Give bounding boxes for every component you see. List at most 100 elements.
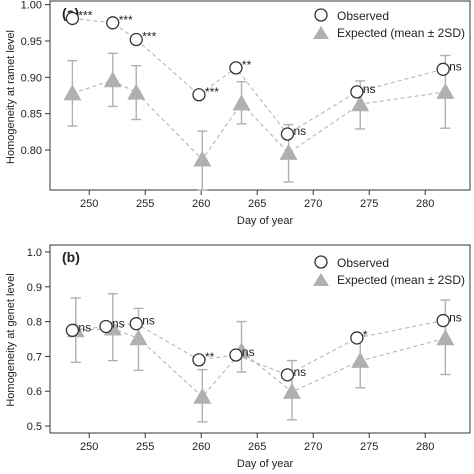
significance-label: ns	[78, 320, 91, 334]
observed-series-line	[72, 320, 444, 376]
y-tick-label: 0.95	[21, 36, 42, 48]
expected-series-line	[72, 79, 446, 161]
observed-point	[229, 61, 243, 75]
x-tick-label: 270	[304, 198, 322, 210]
panel-b-xlabel: Day of year	[237, 458, 294, 470]
panel-b-errorbars	[70, 293, 451, 423]
legend-expected-label: Expected (mean ± 2SD)	[337, 26, 465, 40]
plot-frame	[49, 244, 471, 434]
legend-observed-marker	[314, 255, 328, 269]
expected-point	[282, 382, 301, 399]
x-tick-label: 255	[136, 198, 154, 210]
observed-point	[65, 11, 80, 26]
y-tick-label: 0.6	[27, 386, 42, 398]
significance-label: ns	[293, 365, 306, 379]
x-tick-label: 255	[136, 441, 154, 453]
significance-label: ns	[112, 316, 125, 330]
y-tick-label: 0.90	[21, 72, 42, 84]
expected-point	[351, 351, 370, 368]
panel-b-ylabel: Homogeneity at genet level	[5, 273, 17, 406]
panel-a-expected-markers	[63, 71, 455, 167]
significance-label: ns	[449, 59, 462, 73]
significance-label: ns	[449, 311, 462, 325]
observed-point	[192, 88, 206, 102]
panel-a-errorbars	[67, 52, 451, 191]
y-tick-label: 1.0	[27, 247, 42, 259]
expected-point	[351, 95, 370, 112]
panel-a-axes: 0.80 0.85 0.90 0.95 1.00 250 255 260 265 270 275 28…	[21, 0, 471, 210]
expected-point	[436, 82, 455, 99]
x-tick-label: 265	[248, 198, 266, 210]
observed-point	[106, 16, 120, 30]
panel-a-xlabel: Day of year	[237, 215, 294, 227]
panel-b: (b) Homogeneity at genet level Day of ye…	[5, 244, 471, 470]
observed-point	[436, 313, 450, 328]
plot-frame	[49, 0, 471, 191]
expected-series-line	[75, 328, 446, 398]
legend-expected-marker	[313, 26, 329, 39]
legend-observed-label: Observed	[337, 256, 389, 270]
legend-observed-label: Observed	[337, 9, 389, 23]
panel-b-lines	[72, 320, 446, 398]
panel-b-observed-markers	[65, 313, 450, 382]
observed-point	[129, 317, 143, 331]
panel-b-sig-labels: ns ns ns ** ns ns * ns	[78, 311, 461, 379]
observed-point	[229, 348, 243, 362]
x-tick-label: 260	[192, 441, 210, 453]
observed-point	[280, 127, 295, 141]
panel-a: (a) Homogeneity at ramet level Day of ye…	[5, 0, 471, 227]
x-tick-label: 270	[304, 441, 322, 453]
observed-point	[192, 353, 206, 367]
x-tick-label: 265	[248, 441, 266, 453]
observed-point	[436, 62, 450, 76]
x-tick-label: 275	[360, 441, 378, 453]
significance-label: ***	[142, 30, 156, 44]
observed-point	[350, 85, 364, 99]
x-tick-label: 280	[416, 198, 434, 210]
significance-label: ns	[142, 314, 155, 328]
significance-label: *	[363, 328, 368, 342]
panel-a-legend: Observed Expected (mean ± 2SD)	[313, 8, 465, 40]
y-tick-label: 0.5	[27, 421, 42, 433]
legend-observed-marker	[314, 8, 328, 22]
y-tick-label: 1.00	[21, 0, 42, 12]
y-tick-label: 0.9	[27, 282, 42, 294]
x-tick-label: 275	[360, 198, 378, 210]
significance-label: **	[242, 58, 252, 72]
expected-point	[127, 83, 146, 100]
x-tick-label: 250	[80, 441, 98, 453]
significance-label: ns	[363, 82, 376, 96]
x-tick-label: 250	[80, 198, 98, 210]
significance-label: ***	[205, 85, 219, 99]
significance-label: ns	[293, 124, 306, 138]
panel-b-expected-markers	[66, 319, 455, 404]
expected-point	[63, 84, 82, 101]
expected-point	[193, 387, 212, 404]
expected-point	[193, 150, 212, 167]
panel-a-observed-markers	[65, 11, 450, 141]
expected-point	[279, 143, 298, 160]
panel-a-ylabel: Homogeneity at ramet level	[5, 30, 17, 164]
observed-point	[129, 32, 143, 47]
panel-b-label: (b)	[62, 249, 80, 265]
observed-point	[99, 319, 113, 334]
y-tick-label: 0.7	[27, 351, 42, 363]
significance-label: **	[205, 350, 215, 364]
significance-label: ns	[242, 345, 255, 359]
x-tick-label: 280	[416, 441, 434, 453]
y-tick-label: 0.80	[21, 145, 42, 157]
significance-label: ***	[78, 8, 92, 22]
x-tick-label: 260	[192, 198, 210, 210]
expected-point	[129, 329, 148, 346]
observed-point	[65, 323, 80, 337]
panel-b-axes: 0.5 0.6 0.7 0.8 0.9 1.0 250 255 260 265 270 275 280	[27, 244, 471, 453]
expected-point	[232, 94, 251, 111]
expected-point	[436, 329, 455, 346]
y-tick-label: 0.85	[21, 109, 42, 121]
legend-expected-label: Expected (mean ± 2SD)	[337, 273, 465, 287]
legend-expected-marker	[313, 273, 329, 286]
y-tick-label: 0.8	[27, 317, 42, 329]
observed-point	[350, 331, 364, 345]
